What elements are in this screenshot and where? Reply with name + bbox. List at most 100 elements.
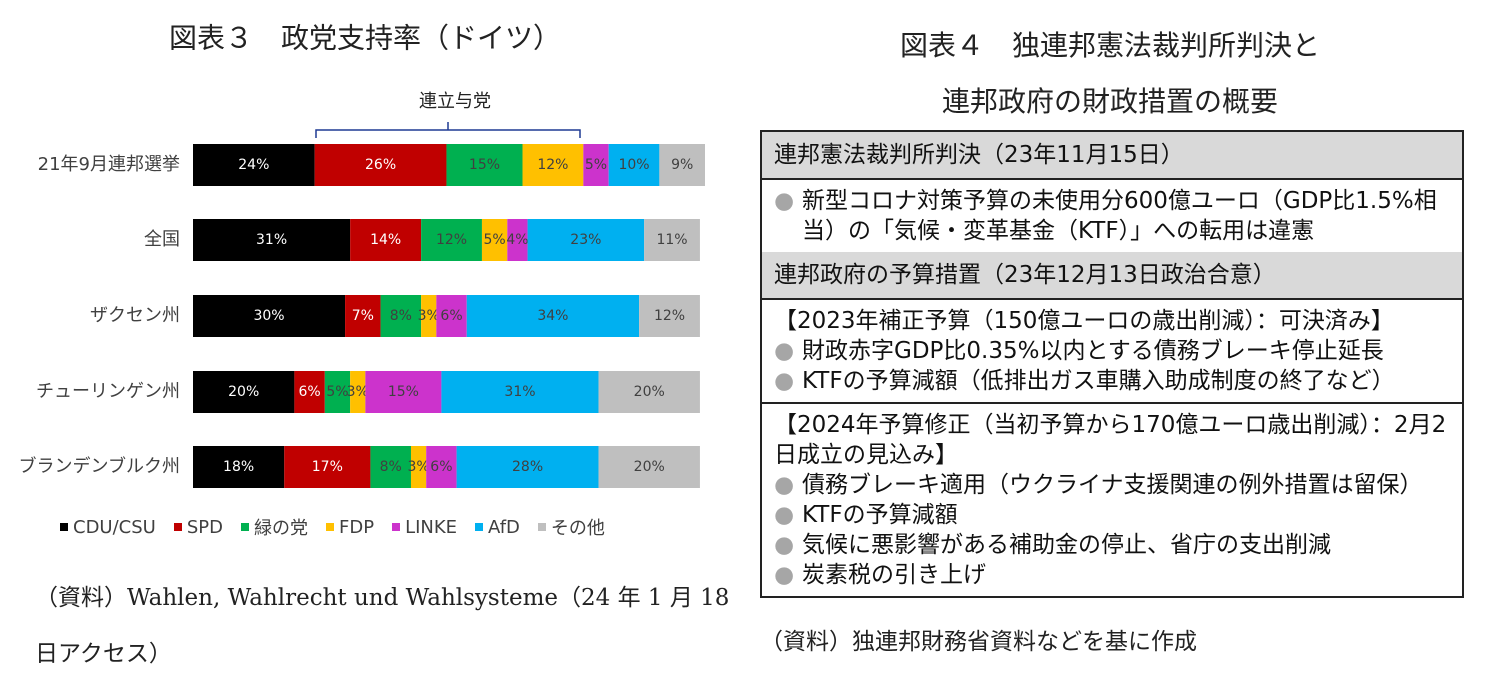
bullet: ● (774, 188, 795, 214)
value-label: 24% (238, 157, 269, 173)
bar-segment (284, 446, 371, 488)
legend-item: SPD (173, 514, 223, 540)
bar-segment (193, 295, 346, 337)
value-label: 17% (312, 459, 343, 475)
block: 【2023年補正予算（150億ユーロの歳出削減）：可決済み】 ● 財政赤字GDP比0… (762, 300, 1462, 404)
list-item: ● KTFの予算減額 (774, 500, 1450, 530)
bar-segment (608, 144, 660, 186)
item-text: 債務ブレーキ適用（ウクライナ支援関連の例外措置は留保） (802, 472, 1423, 498)
bar-segment (436, 295, 467, 337)
bullet: ● (774, 502, 795, 528)
list-item: ● 新型コロナ対策予算の未使用分600億ユーロ（GDP比1.5%相当）の「気候・変… (774, 186, 1450, 246)
bar-segment (598, 371, 700, 413)
chart: 図表３ 政党支持率（ドイツ） 連立与党 21年9月連邦選挙 24% 26% 15% 12… (19, 22, 705, 488)
bar-segment (527, 219, 645, 261)
value-label: 12% (436, 232, 467, 248)
bar-segment (598, 446, 700, 488)
value-label: 6% (298, 384, 320, 400)
value-label: 6% (440, 308, 462, 324)
item-text: KTFの予算減額（低排出ガス車購入助成制度の終了など） (802, 368, 1395, 394)
legend-swatch (475, 523, 484, 531)
y-tick-label: ブランデンブルク州 (19, 455, 180, 477)
bar-segment (345, 295, 381, 337)
legend-item: LINKE (392, 514, 457, 540)
bar-segment (193, 219, 351, 261)
bullet: ● (774, 368, 795, 394)
bar-segment (193, 371, 295, 413)
value-label: 9% (671, 157, 693, 173)
bar-segment (365, 371, 442, 413)
legend-swatch (240, 523, 249, 531)
value-label: 20% (634, 459, 665, 475)
value-label: 14% (370, 232, 401, 248)
value-label: 28% (512, 459, 543, 475)
item-text: KTFの予算減額 (802, 502, 958, 528)
list-item: ● 炭素税の引き上げ (774, 560, 1450, 590)
document-source: （資料）独連邦財務省資料などを基に作成 (760, 629, 1197, 655)
value-label: 26% (365, 157, 396, 173)
document-title: 図表４ 独連邦憲法裁判所判決と 連邦政府の財政措置の概要 (760, 18, 1460, 130)
value-label: 31% (504, 384, 535, 400)
bar-segment (193, 144, 315, 186)
legend-item: CDU/CSU (60, 514, 156, 540)
title-line: 図表４ 独連邦憲法裁判所判決と (899, 29, 1320, 62)
y-tick-label: 21年9月連邦選挙 (38, 154, 180, 175)
value-label: 31% (256, 232, 287, 248)
legend-item: AfD (475, 514, 520, 540)
legend-label: 緑の党 (253, 518, 308, 539)
section: 連邦政府の予算措置（23年12月13日政治合意） 【2023年補正予算（150億ユ… (762, 252, 1462, 596)
annotation-bracket (315, 122, 581, 138)
legend-item: FDP (325, 514, 374, 540)
value-label: 23% (570, 232, 601, 248)
value-label: 3% (407, 459, 429, 475)
block: 【2024年予算修正（当初予算から170億ユーロ歳出削減）：2月2日成立の見込み… (762, 404, 1462, 596)
section: 連邦憲法裁判所判決（23年11月15日） ● 新型コロナ対策予算の未使用分600億ユ… (762, 132, 1462, 252)
legend-label: SPD (186, 516, 223, 538)
bar-segment (507, 219, 528, 261)
value-label: 20% (228, 384, 259, 400)
block: ● 新型コロナ対策予算の未使用分600億ユーロ（GDP比1.5%相当）の「気候・変… (762, 180, 1462, 252)
bar-segment (193, 446, 285, 488)
value-label: 5% (484, 232, 506, 248)
legend-item: その他 (537, 514, 605, 540)
item-text: 炭素税の引き上げ (802, 562, 986, 588)
bullet: ● (774, 338, 795, 364)
bar-segment (370, 446, 411, 488)
value-label: 6% (430, 459, 452, 475)
value-label: 10% (618, 157, 649, 173)
bar-segment (456, 446, 599, 488)
legend-swatch (60, 523, 68, 531)
bullet: ● (774, 472, 795, 498)
item-text: 気候に悪影響がある補助金の停止、省庁の支出削減 (802, 532, 1331, 558)
section-header: 連邦憲法裁判所判決（23年11月15日） (762, 132, 1462, 180)
bar-segment (583, 144, 609, 186)
bar-segment (350, 219, 422, 261)
annotation: 連立与党 (419, 91, 491, 112)
value-label: 12% (537, 157, 568, 173)
value-label: 5% (585, 157, 607, 173)
value-label: 7% (352, 308, 374, 324)
legend-swatch (392, 523, 401, 531)
value-label: 8% (390, 308, 412, 324)
legend-swatch (537, 523, 546, 531)
value-label: 18% (223, 459, 254, 475)
chart-source: （資料）Wahlen, Wahlrecht und Wahlsysteme（24… (35, 585, 730, 667)
legend-label: LINKE (405, 516, 458, 538)
value-label: 20% (634, 384, 665, 400)
bar-segment (294, 371, 325, 413)
block-heading: 【2023年補正予算（150億ユーロの歳出削減）：可決済み】 (774, 308, 1394, 334)
bar-segment (644, 219, 700, 261)
value-label: 34% (537, 308, 568, 324)
legend-swatch (325, 523, 334, 531)
legend-item: 緑の党 (240, 514, 308, 540)
value-label: 15% (469, 157, 500, 173)
bar-segment (350, 371, 366, 413)
section-header: 連邦政府の予算措置（23年12月13日政治合意） (762, 252, 1462, 300)
value-label: 4% (506, 232, 528, 248)
list-item: ● KTFの予算減額（低排出ガス車購入助成制度の終了など） (774, 366, 1450, 396)
bar-segment (324, 371, 351, 413)
y-tick-label: チューリンゲン州 (36, 381, 180, 402)
bar-segment (446, 144, 523, 186)
chart-title: 図表３ 政党支持率（ドイツ） (169, 22, 561, 55)
